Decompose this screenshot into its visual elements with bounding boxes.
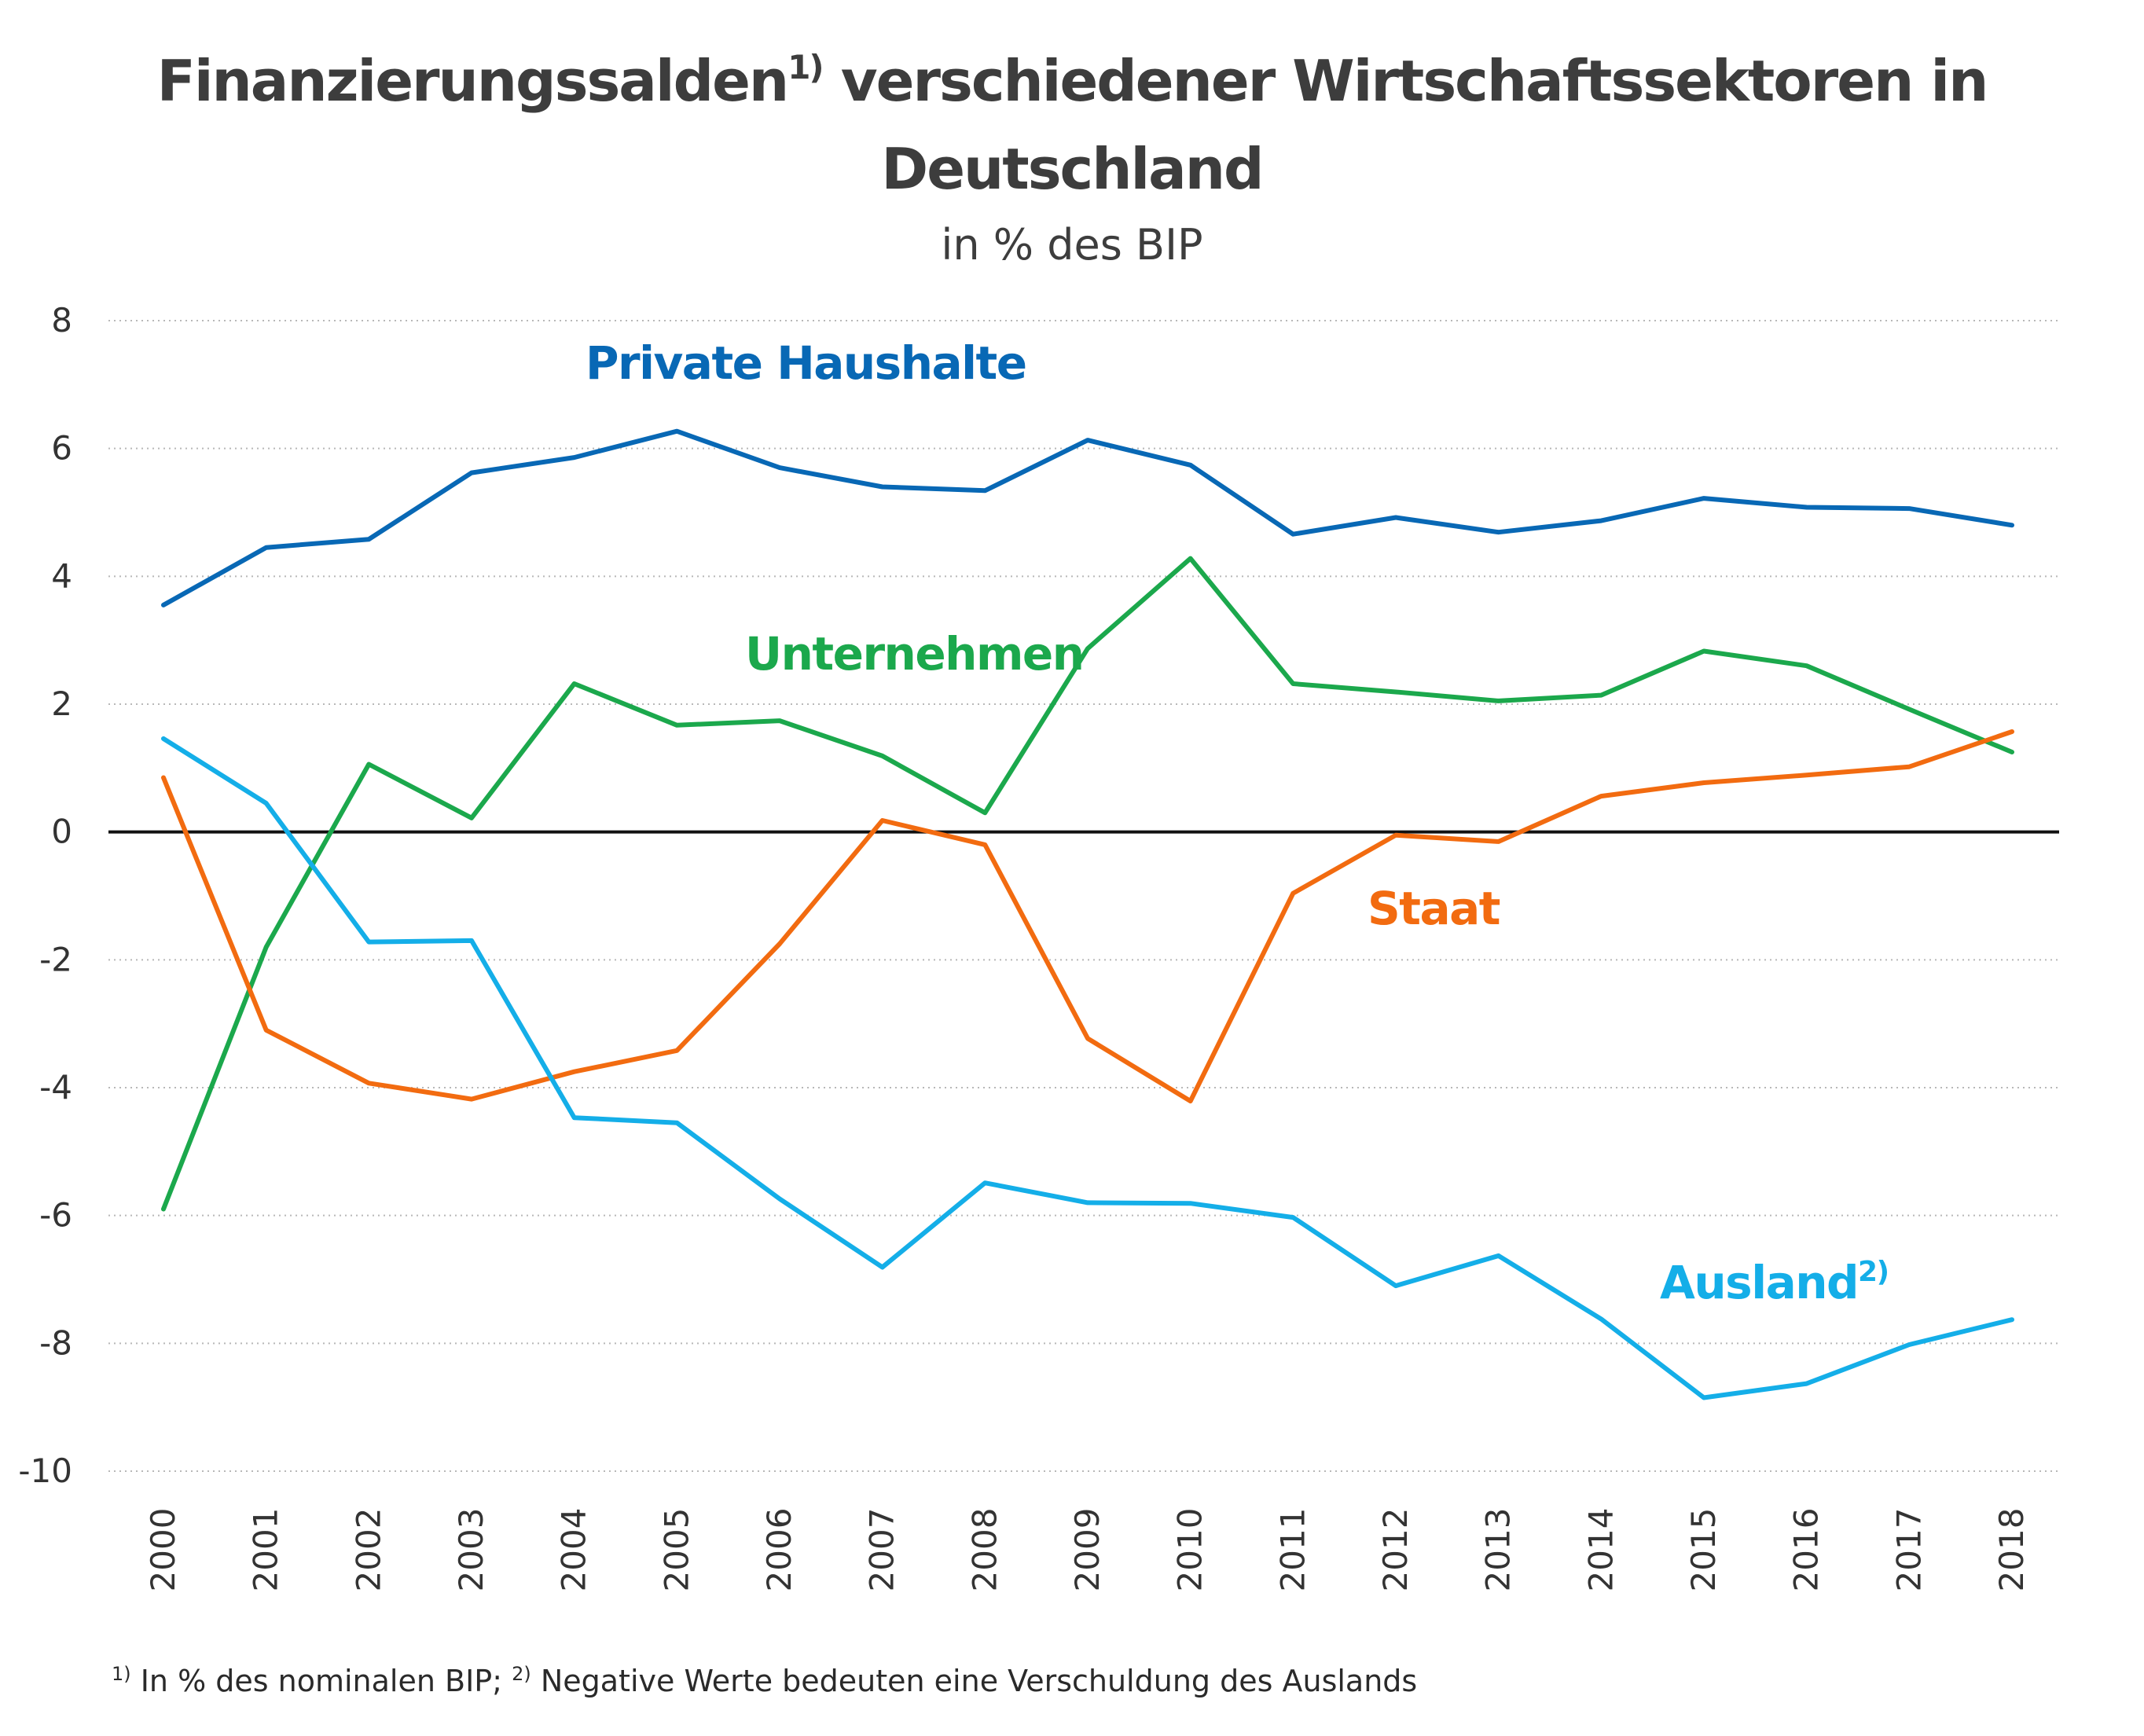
series-label-ausland: Ausland2)	[1660, 1256, 1889, 1309]
chart-title-line1: Finanzierungssalden1) verschiedener Wirt…	[157, 48, 1988, 114]
x-tick-label: 2006	[760, 1508, 798, 1592]
chart-title-footnote-marker: 1)	[787, 48, 822, 86]
x-tick-label: 2013	[1479, 1508, 1518, 1592]
y-axis: 8 6 4 2 0 -2 -4 -6 -8 -10	[18, 301, 72, 1490]
x-tick-label: 2004	[555, 1508, 593, 1592]
y-tick-label: -8	[39, 1323, 72, 1362]
y-tick-label: -4	[39, 1068, 72, 1107]
footnote-marker-1: 1)	[112, 1663, 131, 1685]
series-label-private: Private Haushalte	[586, 336, 1026, 390]
series-label-unternehmen: Unternehmen	[745, 627, 1084, 681]
series-label-footnote-marker: 2)	[1858, 1256, 1889, 1288]
y-tick-label: -10	[18, 1452, 72, 1490]
series-labels: Private Haushalte Unternehmen Staat Ausland…	[586, 336, 1889, 1309]
x-tick-label: 2011	[1273, 1508, 1312, 1592]
x-tick-label: 2000	[144, 1508, 182, 1592]
y-tick-label: 2	[51, 684, 72, 723]
chart-title-line2: Deutschland	[881, 136, 1262, 202]
series-label-staat: Staat	[1368, 882, 1500, 935]
series-line-ausland	[161, 736, 2014, 1400]
x-tick-label: 2010	[1171, 1508, 1210, 1592]
chart-title-part2: verschiedener Wirtschaftssektoren in	[823, 48, 1988, 114]
footnote: 1) In % des nominalen BIP; 2) Negative W…	[112, 1663, 1417, 1698]
series-label-text: Unternehmen	[745, 627, 1084, 681]
x-tick-label: 2002	[349, 1508, 387, 1592]
chart-title-part1: Finanzierungssalden	[157, 48, 788, 114]
y-tick-label: -2	[39, 940, 72, 978]
x-tick-label: 2003	[452, 1508, 490, 1592]
footnote-marker-2: 2)	[512, 1663, 531, 1685]
x-tick-label: 2016	[1787, 1508, 1826, 1592]
series-label-text: Staat	[1368, 882, 1500, 935]
y-tick-label: 8	[51, 301, 72, 339]
footnote-text-2: Negative Werte bedeuten eine Verschuldun…	[531, 1664, 1417, 1698]
x-tick-label: 2001	[247, 1508, 285, 1592]
x-tick-label: 2014	[1581, 1508, 1620, 1592]
x-tick-label: 2015	[1684, 1508, 1723, 1592]
x-axis: 2000 2001 2002 2003 2004 2005 2006 2007 2008 2009…	[144, 1508, 2031, 1592]
gridlines	[108, 320, 2059, 1472]
series-line-private	[161, 428, 2014, 607]
footnote-text-1: In % des nominalen BIP;	[131, 1664, 512, 1698]
series-label-text: Private Haushalte	[586, 336, 1026, 390]
series-lines	[161, 428, 2014, 1400]
x-tick-label: 2005	[657, 1508, 696, 1592]
y-tick-label: -6	[39, 1196, 72, 1235]
y-tick-label: 4	[51, 556, 72, 595]
series-label-text: Ausland	[1660, 1256, 1858, 1309]
x-tick-label: 2008	[965, 1508, 1004, 1592]
x-tick-label: 2009	[1068, 1508, 1107, 1592]
y-tick-label: 0	[51, 813, 72, 851]
chart-subtitle: in % des BIP	[941, 220, 1202, 270]
series-line-unternehmen	[161, 556, 2014, 1212]
series-line-staat	[161, 729, 2014, 1104]
x-tick-label: 2018	[1992, 1508, 2031, 1592]
x-tick-label: 2012	[1376, 1508, 1415, 1592]
x-tick-label: 2007	[863, 1508, 901, 1592]
y-tick-label: 6	[51, 429, 72, 468]
x-tick-label: 2017	[1889, 1508, 1928, 1592]
